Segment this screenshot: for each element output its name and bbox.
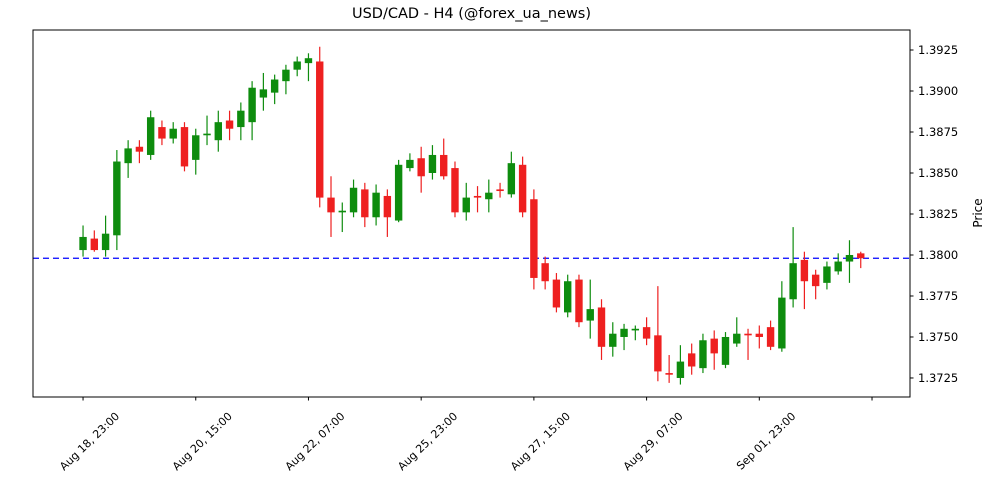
- candle-body: [169, 128, 177, 139]
- x-tick-label: Aug 18, 23:00: [57, 410, 122, 473]
- y-tick-label: 1.3800: [918, 248, 958, 262]
- y-tick-label: 1.3875: [918, 125, 958, 139]
- candle-body: [609, 333, 617, 347]
- candle-body: [744, 333, 752, 336]
- candle-body: [394, 164, 403, 221]
- y-tick-label: 1.3925: [918, 43, 958, 57]
- x-tick-label: Sep 01, 23:00: [734, 410, 798, 473]
- candle-body: [699, 340, 707, 369]
- candle-body: [620, 328, 628, 337]
- candle-body: [789, 263, 797, 300]
- candle-body: [823, 266, 831, 283]
- candle-body: [192, 135, 200, 160]
- chart-title: USD/CAD - H4 (@forex_ua_news): [351, 6, 592, 22]
- candle-body: [518, 164, 527, 213]
- candle-body: [270, 79, 279, 93]
- candle-body: [79, 236, 87, 251]
- candle-body: [676, 361, 685, 378]
- candle-body: [563, 281, 572, 313]
- candle-body: [135, 146, 144, 152]
- candle-body: [248, 87, 256, 123]
- candle-body: [642, 327, 651, 339]
- candle-body: [203, 133, 211, 136]
- candle-body: [124, 148, 132, 164]
- candle-body: [845, 254, 854, 262]
- candle-body: [304, 58, 313, 64]
- candle-body: [383, 195, 392, 218]
- y-axis-label: Price: [971, 198, 985, 228]
- candle-body: [654, 335, 662, 372]
- candle-body: [372, 192, 380, 218]
- candle-body: [101, 233, 110, 251]
- candle-body: [496, 189, 504, 192]
- candle-body: [575, 279, 583, 323]
- candle-body: [158, 127, 166, 139]
- candle-body: [428, 154, 437, 173]
- y-tick-label: 1.3850: [918, 166, 958, 180]
- candle-body: [214, 122, 222, 141]
- candle-body: [327, 197, 335, 213]
- y-tick-label: 1.3750: [918, 330, 958, 344]
- candle-body: [857, 253, 865, 259]
- candle-body: [440, 154, 448, 177]
- y-tick-label: 1.3900: [918, 84, 958, 98]
- candle-body: [631, 328, 640, 331]
- candle-body: [755, 333, 764, 337]
- x-tick-label: Aug 29, 07:00: [621, 410, 686, 473]
- x-tick-label: Aug 25, 23:00: [395, 410, 460, 473]
- candle-body: [417, 158, 425, 177]
- candle-body: [259, 89, 268, 98]
- candle-body: [406, 159, 414, 169]
- candle-body: [462, 197, 470, 213]
- candle-body: [316, 61, 324, 198]
- candle-body: [485, 192, 493, 200]
- candle-body: [541, 263, 549, 282]
- y-tick-label: 1.3775: [918, 289, 958, 303]
- candle-body: [766, 327, 775, 347]
- x-tick-label: Aug 20, 15:00: [170, 410, 235, 473]
- candle-body: [721, 336, 730, 365]
- candle-body: [586, 309, 594, 321]
- candle-body: [552, 279, 561, 308]
- candle-body: [473, 195, 482, 198]
- candle-body: [687, 353, 696, 367]
- candle-body: [665, 373, 673, 375]
- candle-body: [293, 61, 301, 70]
- candle-body: [778, 297, 786, 349]
- candle-body: [113, 161, 121, 236]
- y-tick-label: 1.3825: [918, 207, 958, 221]
- candle-body: [597, 307, 606, 347]
- candle-body: [530, 199, 538, 278]
- candle-body: [349, 187, 358, 213]
- candle-body: [90, 238, 99, 251]
- candle-body: [733, 333, 741, 344]
- candle-body: [146, 117, 155, 155]
- candle-body: [361, 189, 369, 218]
- y-tick-label: 1.3725: [918, 371, 958, 385]
- candle-body: [282, 69, 290, 82]
- x-tick-label: Aug 27, 15:00: [508, 410, 573, 473]
- candle-body: [180, 127, 189, 167]
- candle-body: [225, 120, 234, 129]
- candle-body: [338, 210, 346, 213]
- candle-body: [800, 259, 809, 282]
- candle-body: [237, 110, 245, 128]
- candle-body: [710, 338, 718, 354]
- candle-body: [811, 274, 820, 287]
- candle-body: [451, 168, 459, 213]
- candle-body: [834, 261, 842, 272]
- x-tick-label: Aug 22, 07:00: [283, 410, 348, 473]
- candle-body: [507, 163, 516, 195]
